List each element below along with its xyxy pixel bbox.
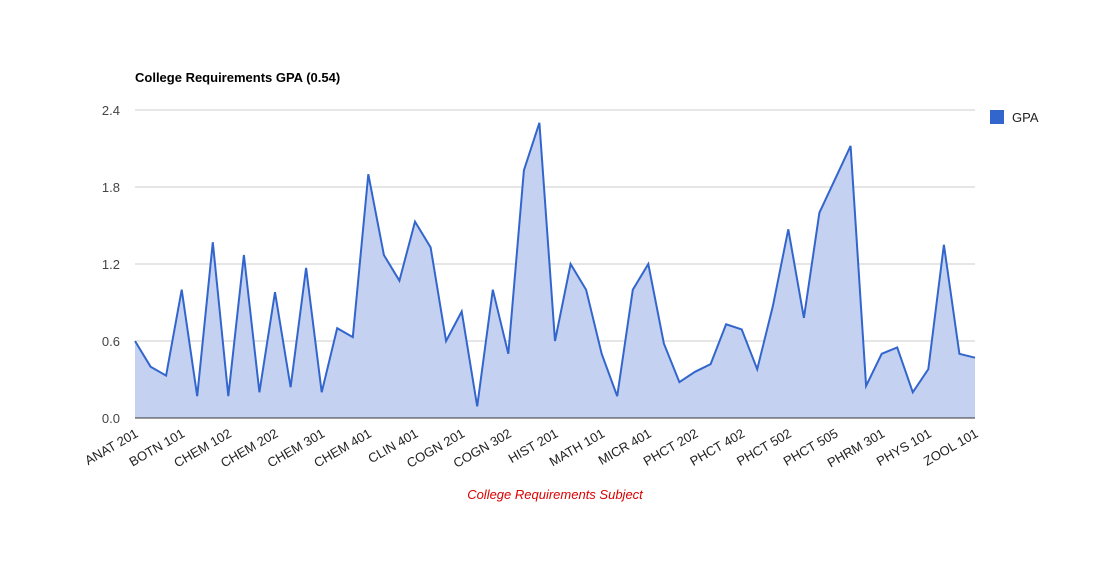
x-axis-title: College Requirements Subject [467,487,644,502]
y-tick-label: 1.2 [102,257,120,272]
legend-label-gpa: GPA [1012,110,1039,125]
legend: GPA [990,110,1039,125]
chart-title: College Requirements GPA (0.54) [135,70,340,85]
legend-swatch-gpa [990,110,1004,124]
y-tick-label: 0.6 [102,334,120,349]
y-tick-label: 2.4 [102,103,120,118]
y-tick-label: 1.8 [102,180,120,195]
gpa-series-line [134,122,976,407]
gpa-area [135,122,975,419]
y-tick-label: 0.0 [102,411,120,426]
y-axis-ticks: 0.0 0.6 1.2 1.8 2.4 [102,103,120,426]
